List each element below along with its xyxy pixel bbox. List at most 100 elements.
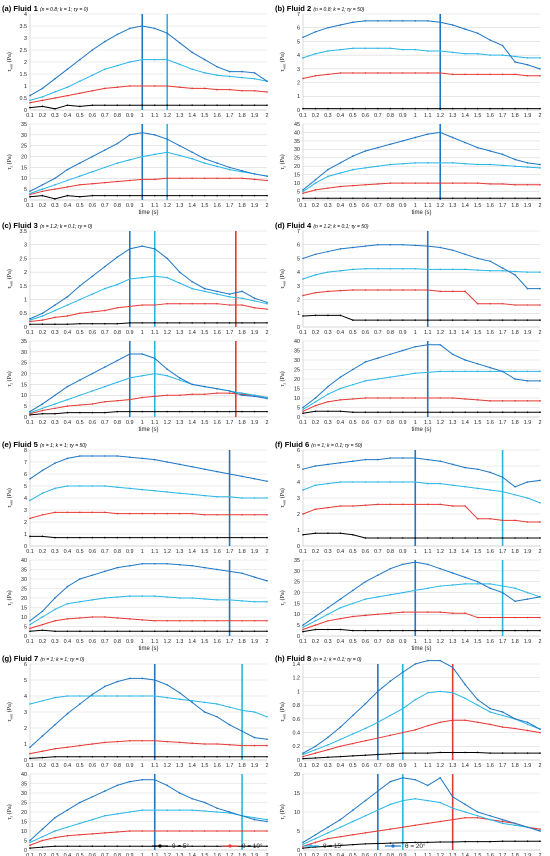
data-point xyxy=(476,580,479,583)
data-point xyxy=(501,585,504,587)
data-point xyxy=(401,611,404,613)
data-point xyxy=(389,629,392,632)
data-point xyxy=(266,104,268,107)
x-tick-label: 1.1 xyxy=(151,549,159,555)
data-point xyxy=(376,537,379,539)
data-point xyxy=(464,697,467,700)
data-point xyxy=(389,828,392,830)
y-tick-label: 8 xyxy=(24,448,27,454)
x-tick-label: 1.9 xyxy=(524,549,532,555)
data-point xyxy=(439,197,442,200)
x-tick-label: 0.2 xyxy=(39,853,47,856)
data-point xyxy=(514,493,516,496)
data-point xyxy=(116,194,119,197)
data-point xyxy=(166,151,169,154)
series-line xyxy=(302,20,541,70)
series-line xyxy=(302,751,540,760)
y-tick-label: 40 xyxy=(294,339,300,345)
data-point xyxy=(241,536,243,539)
data-point xyxy=(79,322,81,325)
data-point xyxy=(66,68,69,71)
x-tick-label: 0.1 xyxy=(26,853,34,856)
data-point xyxy=(514,274,516,276)
data-point xyxy=(414,289,417,291)
data-point xyxy=(178,377,181,379)
data-point xyxy=(539,411,541,414)
data-point xyxy=(314,314,317,317)
x-tick-label: 0.3 xyxy=(51,420,59,426)
data-point xyxy=(501,267,504,269)
data-point xyxy=(91,536,94,539)
data-point xyxy=(489,183,491,185)
y-tick-label: 20 xyxy=(294,772,300,778)
x-tick-label: 1.6 xyxy=(213,853,221,856)
data-point xyxy=(166,257,169,260)
x-tick-label: 1.8 xyxy=(511,113,519,119)
y-tick-label: 0 xyxy=(24,198,27,204)
x-tick-label: 0.1 xyxy=(26,330,34,336)
data-point xyxy=(414,411,417,414)
legend-label: θ = 10° xyxy=(242,842,263,850)
data-point xyxy=(166,322,169,324)
data-point xyxy=(191,383,194,386)
y-tick-label: 10 xyxy=(21,176,27,182)
data-point xyxy=(141,410,144,413)
series-line xyxy=(302,344,540,408)
x-tick-label: 0.1 xyxy=(26,203,34,209)
x-tick-label: 0.8 xyxy=(114,639,122,645)
data-point xyxy=(253,178,256,181)
x-tick-label: 2 xyxy=(266,330,269,336)
data-point xyxy=(314,30,317,33)
data-point xyxy=(216,807,218,810)
data-point xyxy=(451,719,454,722)
data-point xyxy=(116,33,119,36)
data-point xyxy=(464,840,467,843)
data-point xyxy=(66,398,69,401)
data-point xyxy=(91,818,94,821)
data-point xyxy=(451,161,454,164)
data-point xyxy=(66,323,69,326)
data-point xyxy=(464,485,467,488)
data-point xyxy=(526,411,529,414)
series-line xyxy=(29,353,268,412)
data-point xyxy=(178,563,181,566)
data-point xyxy=(426,161,429,164)
series-line xyxy=(302,162,541,192)
series-line xyxy=(302,503,540,523)
data-point xyxy=(414,824,417,827)
data-point xyxy=(116,695,119,697)
data-point xyxy=(191,104,194,107)
data-point xyxy=(376,20,379,22)
data-point xyxy=(439,585,442,587)
data-point xyxy=(79,105,81,108)
data-point xyxy=(116,162,119,164)
data-point xyxy=(389,47,392,50)
data-point xyxy=(54,696,56,699)
data-point xyxy=(191,68,194,71)
y-tick-label: 5 xyxy=(24,187,27,193)
x-tick-label: 0.7 xyxy=(101,203,109,209)
data-point xyxy=(389,842,392,845)
x-tick-label: 1.9 xyxy=(251,549,259,555)
data-point xyxy=(476,319,479,321)
data-point xyxy=(401,629,404,632)
data-point xyxy=(79,755,81,758)
data-point xyxy=(66,712,69,715)
data-point xyxy=(29,192,31,195)
y-tick-label: 2 xyxy=(297,512,300,518)
data-point xyxy=(464,629,467,632)
x-tick-label: 0.9 xyxy=(399,203,407,209)
data-point xyxy=(339,844,342,847)
x-tick-label: 0.8 xyxy=(387,853,395,856)
x-tick-label: 1 xyxy=(141,853,144,856)
data-point xyxy=(376,721,379,724)
data-point xyxy=(128,564,131,567)
data-point xyxy=(203,701,206,704)
data-point xyxy=(103,149,106,151)
data-point xyxy=(476,517,479,520)
data-point xyxy=(339,172,342,174)
legend-label: θ = 20° xyxy=(405,842,426,850)
data-point xyxy=(314,182,317,184)
data-point xyxy=(203,810,206,812)
